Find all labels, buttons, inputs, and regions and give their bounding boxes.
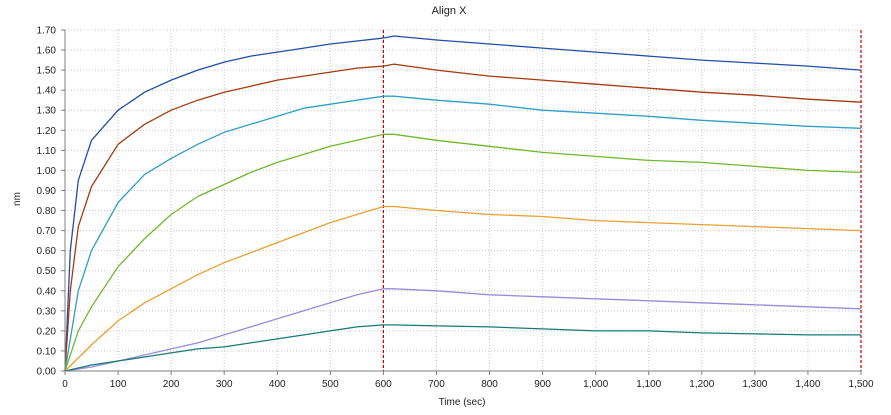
- x-tick-label: 1,300: [742, 379, 767, 390]
- x-tick-label: 1,000: [583, 379, 608, 390]
- x-tick-label: 0: [62, 379, 68, 390]
- y-tick-label: 0.80: [37, 206, 57, 217]
- y-tick-label: 1.40: [37, 86, 57, 97]
- x-tick-label: 700: [428, 379, 445, 390]
- x-tick-label: 400: [269, 379, 286, 390]
- chart-title: Align X: [432, 5, 468, 17]
- y-tick-label: 1.70: [37, 26, 57, 37]
- series-group: [64, 35, 862, 372]
- x-axis-title: Time (sec): [439, 397, 486, 408]
- series-line-4: [64, 133, 862, 372]
- y-tick-label: 1.60: [37, 46, 57, 57]
- y-tick-label: 0.60: [37, 246, 57, 257]
- x-tick-label: 200: [163, 379, 180, 390]
- y-tick-label: 0.00: [37, 367, 57, 378]
- reference-lines: [382, 30, 862, 371]
- y-tick-label: 1.20: [37, 126, 57, 137]
- y-tick-label: 1.30: [37, 106, 57, 117]
- x-tick-label: 600: [375, 379, 392, 390]
- y-tick-label: 0.30: [37, 306, 57, 317]
- x-tick-label: 1,100: [636, 379, 661, 390]
- y-tick-label: 0.10: [37, 346, 57, 357]
- series-line-2: [64, 63, 862, 372]
- x-tick-label: 100: [110, 379, 127, 390]
- series-line-1: [64, 35, 862, 372]
- y-tick-label: 1.10: [37, 146, 57, 157]
- series-line-6: [64, 288, 862, 372]
- series-line-5: [64, 205, 862, 372]
- y-axis-title: nm: [12, 192, 23, 206]
- y-tick-label: 0.20: [37, 326, 57, 337]
- x-tick-label: 500: [322, 379, 339, 390]
- series-line-3: [64, 95, 862, 372]
- y-tick-label: 1.50: [37, 66, 57, 77]
- grid: [64, 29, 862, 372]
- y-tick-label: 1.00: [37, 166, 57, 177]
- y-tick-label: 0.90: [37, 186, 57, 197]
- y-tick-label: 0.40: [37, 286, 57, 297]
- y-tick-label: 0.70: [37, 226, 57, 237]
- axes: 0 100 200 300 400 500 600 700 800 900 1,000 1,100 1,…: [37, 26, 874, 391]
- x-tick-label: 1,200: [689, 379, 714, 390]
- x-tick-label: 1,500: [848, 379, 873, 390]
- x-tick-label: 800: [481, 379, 498, 390]
- x-tick-label: 300: [216, 379, 233, 390]
- y-tick-label: 0.50: [37, 266, 57, 277]
- series-line-7: [64, 324, 861, 372]
- x-tick-label: 1,400: [795, 379, 820, 390]
- x-tick-label: 900: [534, 379, 551, 390]
